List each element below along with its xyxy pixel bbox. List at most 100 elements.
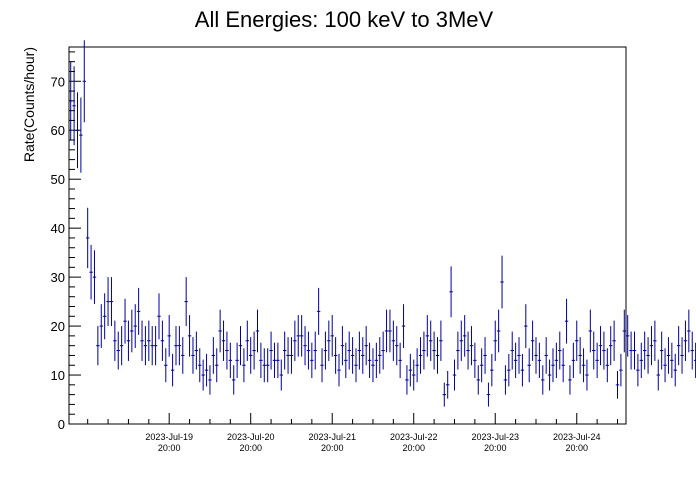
data-point [429,320,433,361]
data-point [232,365,236,395]
data-point [340,326,345,366]
data-point [449,266,453,318]
data-point [544,337,548,374]
data-point [218,309,222,353]
data-point [571,342,576,379]
data-point [102,293,107,340]
data-point [296,315,300,357]
data-point [636,353,640,387]
data-point [388,309,392,353]
data-point [473,342,477,379]
data-point [136,287,141,335]
data-point [598,326,603,366]
data-point [558,331,562,370]
data-point [656,359,660,391]
data-point [69,61,73,141]
data-point [575,320,579,361]
data-point [578,337,582,374]
data-point [479,348,484,383]
data-point [680,337,684,374]
data-point [425,315,430,357]
data-point [496,309,501,353]
data-series [69,40,696,407]
data-point [228,342,233,379]
data-point [333,337,338,374]
data-point [510,331,514,370]
data-point [452,359,457,391]
data-point [157,293,161,340]
data-point [687,309,691,353]
data-point [435,337,440,374]
data-point [191,337,195,374]
data-point [401,304,406,348]
data-point [133,304,137,348]
data-point [408,353,413,387]
data-point [211,337,216,374]
data-point [276,342,280,379]
data-point [130,309,134,353]
data-point [659,331,664,370]
data-point [153,326,158,366]
data-point [462,315,467,357]
data-point [181,337,185,374]
data-point [113,320,117,361]
data-point [398,342,402,379]
data-point [313,331,317,370]
data-point [184,277,188,327]
data-point [615,370,620,399]
data-point [619,353,623,387]
data-point [164,348,168,383]
data-point [167,315,171,357]
data-point [344,342,348,379]
data-point [194,331,199,370]
x-tick-label-date: 2023-Jul-20 [227,432,275,442]
data-point [109,277,114,327]
data-point [177,326,182,366]
data-point [299,315,304,357]
data-point [418,337,423,374]
data-point [350,337,355,374]
data-point [551,348,555,383]
data-point [520,353,525,387]
data-point [238,326,243,366]
data-point [581,348,586,383]
data-point [272,342,277,379]
data-point [289,337,294,374]
data-point [371,348,375,383]
data-point [150,326,154,366]
y-tick-label: 40 [51,221,65,236]
data-point [381,331,385,370]
data-point [490,353,494,387]
data-point [622,309,626,353]
data-point [364,326,368,366]
data-point [327,320,331,361]
data-point [676,326,681,366]
data-point [269,331,273,370]
data-point [116,331,120,370]
data-point [208,365,212,395]
data-point [405,365,409,395]
data-point [123,298,127,344]
plot-frame [68,46,627,425]
data-point [395,326,399,366]
y-tick-label: 70 [51,74,65,89]
data-point [378,337,382,374]
data-point [653,320,657,361]
data-point [503,365,508,395]
x-tick-label-time: 20:00 [484,443,507,453]
data-point [286,337,290,374]
data-point [347,331,351,370]
data-point [245,320,250,361]
data-point [500,255,504,309]
data-point [476,365,480,395]
data-point [106,277,110,327]
data-point [79,97,83,173]
data-point [513,342,518,379]
y-tick-label: 50 [51,172,65,187]
data-point [282,331,287,370]
data-point [493,320,497,361]
x-tick-label-time: 20:00 [402,443,425,453]
data-point [588,309,593,353]
